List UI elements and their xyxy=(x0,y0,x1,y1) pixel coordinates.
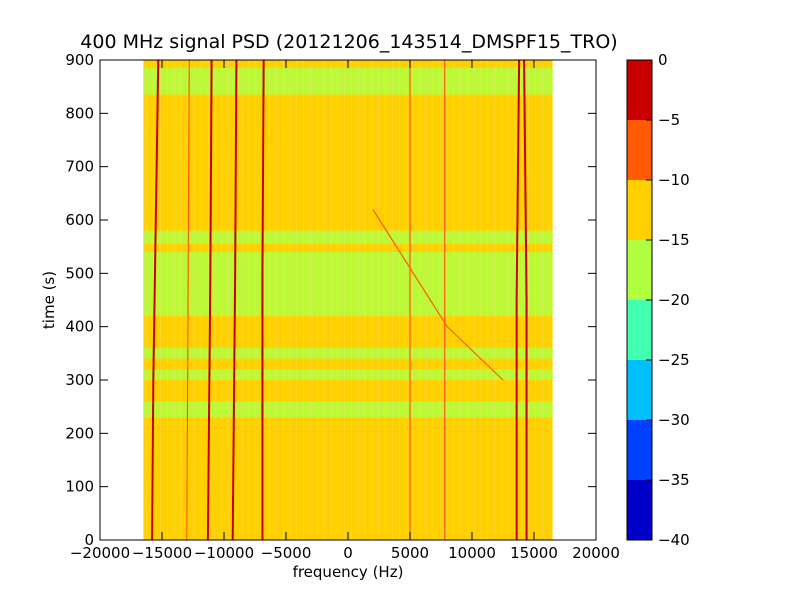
y-tick-label: 100 xyxy=(65,478,94,496)
plot-area xyxy=(99,59,597,541)
colorbar-bin xyxy=(627,480,652,540)
signal-trace xyxy=(186,59,190,541)
colorbar-bin xyxy=(627,240,652,300)
y-tick-label: 600 xyxy=(65,211,94,229)
colorbar-tick-label: −5 xyxy=(658,111,680,129)
y-tick-label: 0 xyxy=(84,531,94,549)
heatmap-band xyxy=(143,252,553,316)
colorbar-tick-label: −10 xyxy=(658,171,690,189)
x-tick-label: 20000 xyxy=(572,544,620,562)
colorbar-bin xyxy=(627,360,652,420)
heatmap-band xyxy=(143,369,553,380)
colorbar-bin xyxy=(627,420,652,480)
colorbar-bin xyxy=(627,60,652,120)
x-tick-label: 5000 xyxy=(391,544,429,562)
y-tick-label: 200 xyxy=(65,424,94,442)
colorbar-tick-label: −35 xyxy=(658,471,690,489)
colorbar-ticks: −40 −35 −30 −25 −20 −15 −10 −5 0 xyxy=(646,51,690,549)
colorbar-bins xyxy=(627,60,652,540)
colorbar-bin xyxy=(627,180,652,240)
colorbar-tick-label: −20 xyxy=(658,291,690,309)
colorbar-tick-label: −30 xyxy=(658,411,690,429)
y-tick-label: 700 xyxy=(65,158,94,176)
signal-trace xyxy=(151,59,160,541)
y-tick-label: 800 xyxy=(65,104,94,122)
x-axis-label: frequency (Hz) xyxy=(293,563,404,581)
y-tick-label: 400 xyxy=(65,318,94,336)
signal-trace xyxy=(523,59,528,540)
colorbar-tick-label: 0 xyxy=(658,51,668,69)
colorbar-tick-label: −25 xyxy=(658,351,690,369)
heatmap-band xyxy=(143,401,553,418)
colorbar-tick-label: −15 xyxy=(658,231,690,249)
x-tick-label: 15000 xyxy=(510,544,558,562)
x-tick-label: −10000 xyxy=(194,544,254,562)
x-tick-label: −15000 xyxy=(132,544,192,562)
x-tick-label: 0 xyxy=(343,544,353,562)
colorbar-tick-label: −40 xyxy=(658,531,690,549)
chart-title: 400 MHz signal PSD (20121206_143514_DMSP… xyxy=(80,31,617,53)
signal-trace xyxy=(231,59,238,541)
x-tick-label: −20000 xyxy=(70,544,130,562)
colorbar-bin xyxy=(627,120,652,180)
y-tick-label: 300 xyxy=(65,371,94,389)
y-axis-label: time (s) xyxy=(40,271,58,329)
signal-trace xyxy=(372,209,504,381)
signal-trace xyxy=(261,59,265,540)
signal-trace xyxy=(206,59,213,541)
signal-trace xyxy=(515,59,521,540)
colorbar: −40 −35 −30 −25 −20 −15 −10 −5 0 xyxy=(626,51,690,549)
y-tick-label: 500 xyxy=(65,264,94,282)
x-tick-label: 10000 xyxy=(448,544,496,562)
y-axis: 0 100 200 300 400 500 600 700 800 900 xyxy=(65,51,596,549)
x-tick-label: −5000 xyxy=(261,544,312,562)
signal-traces xyxy=(151,59,528,541)
x-axis: −20000 −15000 −10000 −5000 0 5000 10000 15000 20… xyxy=(70,60,620,562)
heatmap-band xyxy=(143,230,553,244)
heatmap xyxy=(143,60,553,540)
heatmap-band xyxy=(143,348,553,359)
colorbar-bin xyxy=(627,300,652,360)
heatmap-band xyxy=(143,68,553,95)
y-tick-label: 900 xyxy=(65,51,94,69)
